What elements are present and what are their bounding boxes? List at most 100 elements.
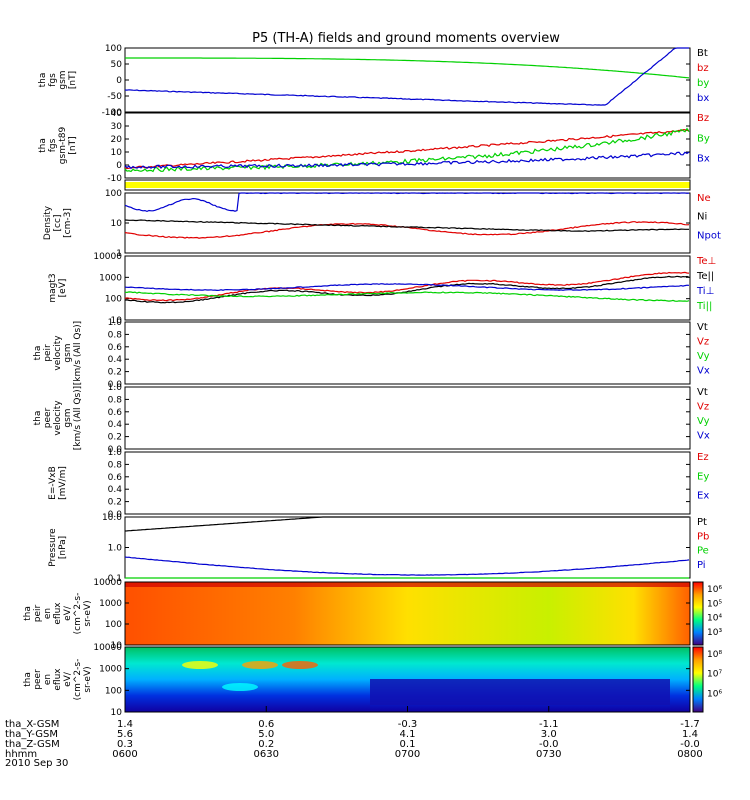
x-row-value: 5.0 (258, 729, 274, 740)
panel-frame (124, 192, 691, 254)
x-row-value: -0.0 (680, 739, 700, 750)
y-axis-label: [mV/m] (58, 466, 68, 500)
y-axis-label: Pressure (48, 528, 58, 567)
peer-spectrogram-blob (242, 661, 278, 669)
y-tick-label: 0.6 (108, 473, 123, 483)
line-Bx (124, 151, 690, 170)
legend-Vx: Vx (697, 366, 710, 377)
y-axis-label: peer (33, 669, 43, 690)
y-axis-label: tha (38, 73, 48, 88)
panel-frame (124, 451, 691, 515)
y-axis-label: (cm^2-s- (73, 593, 83, 635)
y-axis-label: [km/s (All Qs)] (73, 386, 83, 450)
legend-bz: bz (697, 63, 709, 74)
y-axis-label: [km/s (All Qs)] (73, 321, 83, 385)
y-tick-label: 30 (111, 122, 123, 132)
y-axis-label: sr-eV) (83, 666, 93, 692)
y-tick-label: 10 (111, 219, 123, 229)
peer-spectrogram-dark-band (370, 679, 670, 705)
x-row-value: -0.0 (539, 739, 559, 750)
x-row-value: 3.0 (541, 729, 557, 740)
y-axis-label: peir (33, 604, 43, 622)
y-axis-label: sr-eV) (83, 600, 93, 626)
figure-title: P5 (TH-A) fields and ground moments over… (252, 31, 560, 46)
y-tick-label: 10 (111, 641, 123, 651)
y-tick-label: 0.2 (108, 498, 122, 508)
y-tick-label: 10.0 (102, 513, 122, 523)
y-tick-label: 0.0 (108, 380, 123, 390)
panel-peer-spec: 10 100 1000 10000 tha peer en eflux eV/(cm^2-s-s… (23, 643, 722, 718)
colorbar-label: 10³ (707, 628, 722, 638)
y-axis-label: tha (38, 138, 48, 153)
peer-spectrogram-blob (282, 661, 318, 669)
panel-density: 1 10 100 Density [cc] [cm-3] Ne Ni Npot (43, 189, 721, 259)
panel-peir-velocity: 0.0 0.2 0.4 0.6 0.8 1.0 tha peir velocity gsm [km/… (33, 318, 710, 390)
y-axis-label: peer (43, 407, 53, 428)
panel-frame (124, 179, 691, 191)
y-tick-label: 100 (105, 189, 122, 199)
panel-fgs-gsm: -100 -50 0 50 100 tha fgs gsm [nT] Bt bz by bx (38, 44, 709, 118)
panel-pressure: 0.1 1.0 10.0 Pressure [nPa] Pt Pb Pe Pi (48, 513, 709, 584)
y-tick-label: 10 (111, 708, 123, 718)
y-axis-label: eV/ (63, 605, 73, 621)
y-axis-label: [cc] (53, 215, 63, 232)
x-row-value: 0600 (112, 749, 137, 760)
y-axis-label: tha (33, 346, 43, 361)
panel-peir-spec: 10 100 1000 10000 tha peir en eflux eV/(cm^2-s-s… (23, 578, 722, 651)
y-tick-label: 1000 (99, 665, 122, 675)
y-axis-label: eflux (53, 668, 63, 691)
flag-bar (125, 182, 690, 188)
legend-Ex: Ex (697, 491, 709, 502)
panel-frame (124, 112, 691, 179)
line-Bz (124, 129, 690, 170)
line-Te-par (124, 275, 690, 304)
legend-Npot: Npot (697, 230, 721, 241)
colorbar-label: 10⁷ (707, 670, 722, 680)
legend-Vt: Vt (697, 322, 708, 333)
y-tick-label: 1 (116, 249, 122, 259)
y-axis-label: Density (43, 205, 53, 240)
y-tick-label: 0.4 (108, 485, 123, 495)
x-row-value: -1.1 (539, 719, 559, 730)
colorbar (692, 646, 704, 713)
legend-Bz: Bz (697, 113, 709, 124)
y-tick-label: 10 (111, 148, 123, 158)
line-By (124, 127, 690, 173)
legend-By: By (697, 133, 710, 144)
legend-Vy: Vy (697, 416, 710, 427)
x-row-value: 5.6 (117, 729, 133, 740)
legend-Vz: Vz (697, 402, 709, 413)
legend-Bx: Bx (697, 154, 710, 165)
y-tick-label: 0.4 (108, 355, 123, 365)
panel-frame (124, 516, 691, 579)
y-tick-label: 1000 (99, 599, 122, 609)
y-tick-label: 50 (111, 60, 123, 70)
legend-Vt: Vt (697, 387, 708, 398)
y-axis-label: fgs (48, 138, 58, 152)
y-axis-label: E=-VxB (48, 466, 58, 500)
line-by (125, 57, 690, 79)
legend-Ey: Ey (697, 471, 709, 482)
y-tick-label: 0.2 (108, 368, 122, 378)
legend-Vx: Vx (697, 431, 710, 442)
x-row-value: 0.3 (117, 739, 133, 750)
x-row-value: 1.4 (117, 719, 133, 730)
y-tick-label: 10 (111, 316, 123, 326)
panel-frame (124, 581, 691, 646)
y-axis-label: gsm (63, 408, 73, 427)
x-row-value: -1.7 (680, 719, 700, 730)
y-tick-label: 0 (116, 76, 122, 86)
colorbar-label: 10⁶ (707, 585, 722, 595)
x-row-label: tha_Z-GSM (5, 739, 60, 750)
x-axis-labels: 2010 Sep 30 tha_X-GSM 1.4 0.6 -0.3 -1.1 -1.7 t… (5, 719, 703, 769)
colorbar-label: 10⁵ (707, 599, 722, 609)
legend-Vz: Vz (697, 337, 709, 348)
y-axis-label: [eV] (58, 279, 68, 298)
line-Ni (124, 219, 689, 233)
y-tick-label: 0.6 (108, 343, 123, 353)
y-tick-label: 0.0 (108, 510, 123, 520)
x-date-label: 2010 Sep 30 (5, 758, 68, 769)
colorbar-label: 10⁸ (707, 650, 722, 660)
y-tick-label: 10000 (93, 643, 122, 653)
legend-Pe: Pe (697, 546, 709, 557)
